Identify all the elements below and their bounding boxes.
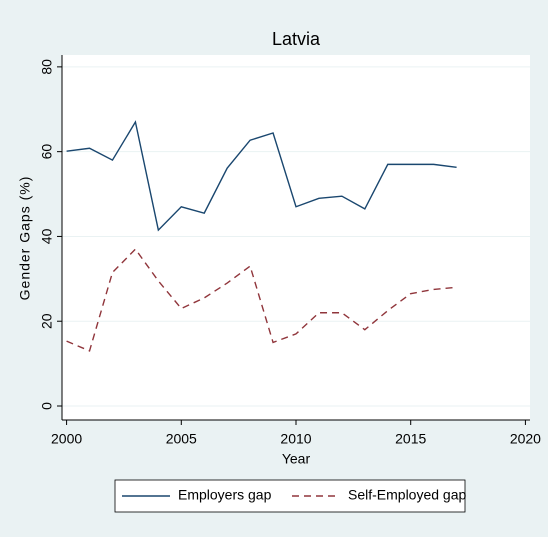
y-tick-label: 0 xyxy=(39,402,55,410)
legend xyxy=(114,479,466,513)
y-tick-label: 20 xyxy=(39,313,55,329)
x-tick-label: 2000 xyxy=(51,431,82,447)
x-tick-label: 2010 xyxy=(280,431,311,447)
x-tick-label: 2015 xyxy=(395,431,426,447)
y-axis-label: Gender Gaps (%) xyxy=(17,176,33,301)
legend-label: Self-Employed gap xyxy=(348,487,467,503)
series-line xyxy=(66,248,457,352)
x-axis-label: Year xyxy=(282,451,311,467)
y-tick-label: 60 xyxy=(39,144,55,160)
series-line xyxy=(66,120,457,232)
x-tick-label: 2020 xyxy=(510,431,541,447)
chart-title: Latvia xyxy=(272,29,321,49)
y-tick-label: 40 xyxy=(39,228,55,244)
x-tick-label: 2005 xyxy=(166,431,197,447)
legend-label: Employers gap xyxy=(178,487,272,503)
plot-area xyxy=(62,55,530,420)
y-tick-label: 80 xyxy=(39,59,55,75)
